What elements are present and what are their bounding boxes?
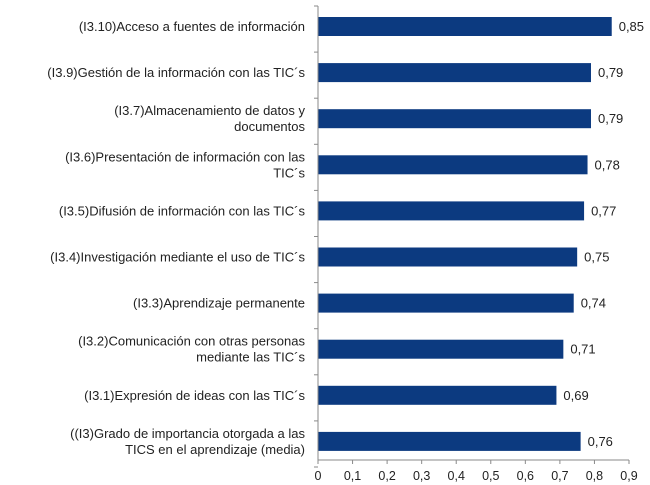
x-tick-label-7: 0,7 — [551, 469, 568, 483]
value-label-2: 0,79 — [598, 65, 623, 80]
category-labels-group: (I3.10)Acceso a fuentes de información (I… — [47, 19, 305, 457]
category-label-10: ((I3)Grado de importancia otorgada a las… — [70, 426, 305, 457]
bar-1 — [318, 17, 612, 36]
bar-2 — [318, 63, 591, 83]
bar-10 — [318, 431, 581, 451]
category-label-7: (I3.3)Aprendizaje permanente — [133, 296, 305, 311]
value-label-4: 0,78 — [595, 157, 620, 172]
x-tick-label-1: 0,1 — [344, 469, 361, 483]
x-tick-label-6: 0,6 — [517, 469, 534, 483]
x-tick-label-2: 0,2 — [378, 469, 395, 483]
value-label-5: 0,77 — [591, 203, 616, 218]
value-label-6: 0,75 — [584, 250, 609, 265]
category-label-8: (I3.2)Comunicación con otras personas med… — [78, 334, 305, 365]
category-label-line: (I3.4)Investigación mediante el uso de T… — [50, 250, 305, 265]
value-label-8: 0,71 — [570, 342, 595, 357]
category-label-line: TIC´s — [273, 165, 305, 180]
x-tick-label-0: 0 — [315, 469, 322, 483]
bar-6 — [318, 247, 578, 267]
category-label-line: (I3.10)Acceso a fuentes de información — [79, 19, 305, 34]
value-label-9: 0,69 — [563, 388, 588, 403]
value-label-3: 0,79 — [598, 111, 623, 126]
category-label-line: TICS en el aprendizaje (media) — [125, 442, 305, 457]
category-label-line: documentos — [234, 119, 305, 134]
category-label-line: (I3.7)Almacenamiento de datos y — [114, 103, 305, 118]
category-label-line: ((I3)Grado de importancia otorgada a las — [70, 426, 305, 441]
x-tick-label-9: 0,9 — [620, 469, 637, 483]
bar-5 — [318, 201, 585, 221]
bar-3 — [318, 109, 591, 129]
category-label-line: (I3.2)Comunicación con otras personas — [78, 334, 305, 349]
x-tick-label-3: 0,3 — [413, 469, 430, 483]
category-label-line: (I3.6)Presentación de información con la… — [65, 149, 305, 164]
x-tick-label-4: 0,4 — [448, 469, 465, 483]
category-label-6: (I3.4)Investigación mediante el uso de T… — [50, 250, 305, 265]
category-label-line: (I3.3)Aprendizaje permanente — [133, 296, 305, 311]
bars-group — [318, 17, 612, 451]
category-label-3: (I3.7)Almacenamiento de datos y documento… — [114, 103, 305, 134]
bar-7 — [318, 293, 574, 313]
bar-4 — [318, 155, 588, 175]
axes-group — [314, 5, 629, 468]
bar-9 — [318, 385, 557, 405]
value-label-1: 0,85 — [619, 19, 644, 34]
category-label-line: (I3.9)Gestión de la información con las … — [47, 65, 305, 80]
category-label-9: (I3.1)Expresión de ideas con las TIC´s — [84, 388, 305, 403]
category-label-2: (I3.9)Gestión de la información con las … — [47, 65, 305, 80]
x-tick-label-8: 0,8 — [586, 469, 603, 483]
category-label-line: mediante las TIC´s — [196, 350, 305, 365]
category-label-5: (I3.5)Difusión de información con las TI… — [59, 203, 306, 218]
value-label-7: 0,74 — [581, 296, 606, 311]
value-labels-group: 0,85 0,79 0,79 0,78 0,77 0,75 0,74 0,71 0,69 0,76 — [563, 19, 644, 449]
bar-8 — [318, 339, 564, 359]
value-label-10: 0,76 — [588, 434, 613, 449]
x-ticks-group: 0 0,1 0,2 0,3 0,4 0,5 0,6 0,7 0,8 0,9 — [315, 460, 638, 483]
category-label-line: (I3.5)Difusión de información con las TI… — [59, 203, 306, 218]
category-label-line: (I3.1)Expresión de ideas con las TIC´s — [84, 388, 305, 403]
category-label-4: (I3.6)Presentación de información con la… — [65, 149, 305, 180]
x-tick-label-5: 0,5 — [482, 469, 499, 483]
category-label-1: (I3.10)Acceso a fuentes de información — [79, 19, 305, 34]
